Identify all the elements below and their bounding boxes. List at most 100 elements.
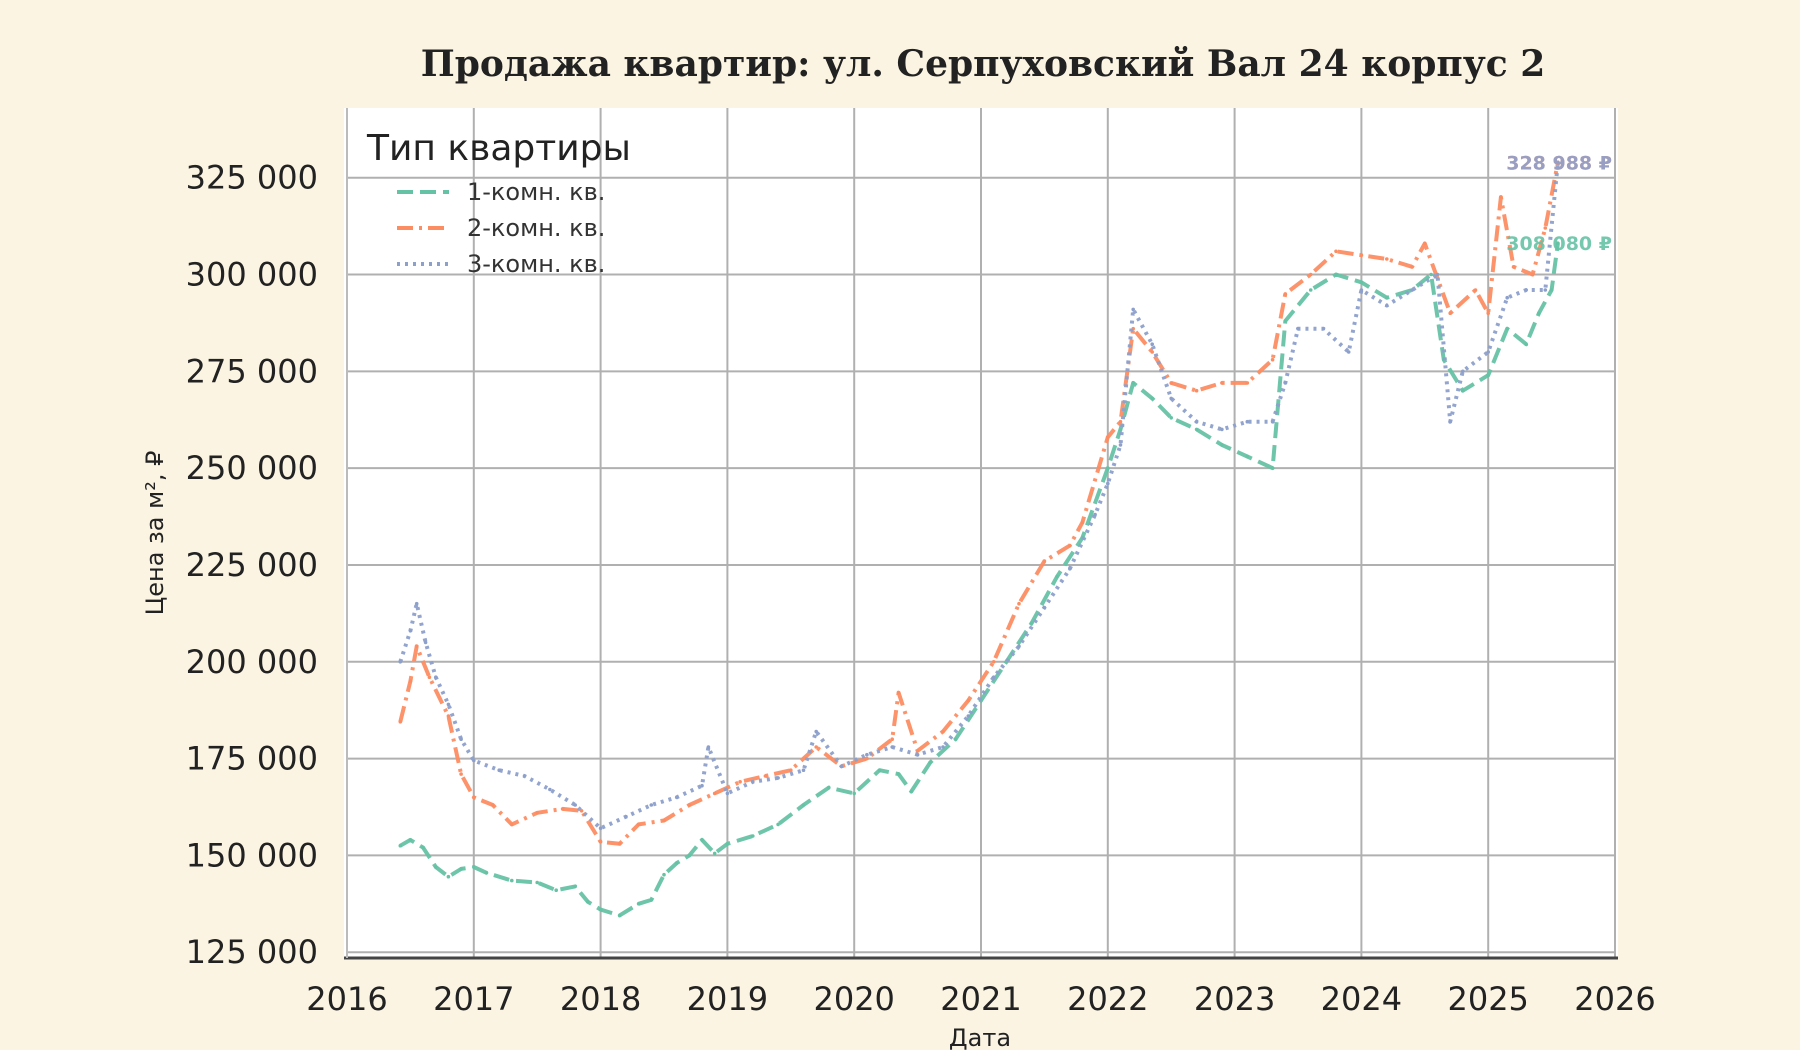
data-point bbox=[1118, 419, 1123, 424]
data-point bbox=[1270, 466, 1275, 470]
data-point bbox=[991, 660, 996, 664]
data-point bbox=[398, 843, 403, 848]
data-point bbox=[579, 809, 584, 813]
data-point bbox=[776, 776, 780, 780]
x-tick-label: 2019 bbox=[687, 980, 768, 1018]
data-point bbox=[1543, 226, 1548, 230]
data-point bbox=[1270, 357, 1275, 362]
series-end-label: 328 988 ₽ bbox=[1506, 152, 1612, 174]
data-point bbox=[1486, 373, 1490, 378]
data-point bbox=[510, 822, 514, 827]
data-point bbox=[852, 791, 856, 796]
data-point bbox=[1524, 342, 1528, 347]
data-point bbox=[1511, 265, 1516, 269]
data-point bbox=[1220, 427, 1224, 432]
data-point bbox=[1530, 272, 1535, 277]
data-point bbox=[1499, 195, 1503, 199]
legend: Тип квартиры 1-комн. кв. 2-комн. кв. 3-ком… bbox=[366, 128, 631, 278]
data-point bbox=[548, 787, 552, 792]
x-tick-label: 2017 bbox=[433, 980, 514, 1018]
data-point bbox=[1505, 326, 1509, 331]
data-point bbox=[1042, 559, 1047, 563]
series-2 bbox=[398, 160, 1560, 846]
data-point bbox=[408, 679, 413, 683]
x-tick-label: 2025 bbox=[1447, 980, 1528, 1018]
data-point bbox=[909, 789, 914, 794]
data-point bbox=[1245, 419, 1250, 424]
data-point bbox=[1055, 574, 1059, 579]
x-tick-label: 2023 bbox=[1194, 980, 1275, 1018]
data-point bbox=[1220, 381, 1224, 385]
data-point bbox=[1283, 292, 1288, 296]
data-point bbox=[459, 772, 463, 776]
data-point bbox=[1118, 443, 1123, 447]
data-point bbox=[446, 702, 451, 707]
legend-label: 1-комн. кв. bbox=[467, 178, 605, 206]
data-point bbox=[1283, 319, 1288, 323]
data-point bbox=[1334, 249, 1338, 254]
y-axis-label: Цена за м², ₽ bbox=[141, 451, 169, 616]
data-point bbox=[1118, 427, 1123, 432]
data-point bbox=[827, 785, 831, 790]
data-point bbox=[751, 834, 755, 838]
data-point bbox=[1270, 419, 1275, 424]
data-point bbox=[1486, 350, 1490, 354]
data-point bbox=[1150, 396, 1154, 401]
data-point bbox=[560, 807, 565, 811]
data-point bbox=[459, 737, 463, 741]
y-tick-label: 175 000 bbox=[186, 740, 318, 778]
data-point bbox=[423, 640, 428, 645]
data-point bbox=[427, 675, 432, 679]
data-point bbox=[1410, 265, 1414, 269]
data-point bbox=[1150, 350, 1154, 354]
x-tick-label: 2022 bbox=[1067, 980, 1148, 1018]
data-point bbox=[472, 795, 476, 800]
data-point bbox=[1283, 381, 1288, 385]
data-point bbox=[636, 902, 641, 906]
data-point bbox=[915, 749, 920, 753]
y-tick-label: 150 000 bbox=[186, 836, 318, 874]
data-point bbox=[446, 714, 451, 718]
data-point bbox=[598, 840, 603, 844]
data-point bbox=[966, 714, 971, 718]
data-point bbox=[535, 880, 539, 885]
data-point bbox=[1042, 605, 1047, 610]
data-point bbox=[408, 838, 413, 842]
data-point bbox=[751, 780, 755, 784]
data-point bbox=[1385, 295, 1389, 300]
series-line bbox=[398, 161, 1560, 846]
data-point bbox=[1359, 253, 1364, 257]
data-point bbox=[1106, 435, 1110, 440]
data-point bbox=[459, 867, 463, 871]
data-point bbox=[662, 818, 666, 823]
data-point bbox=[414, 601, 419, 606]
data-point bbox=[865, 752, 869, 757]
data-point bbox=[1068, 543, 1072, 548]
data-point bbox=[1461, 369, 1465, 374]
data-point bbox=[706, 745, 711, 749]
data-point bbox=[1410, 288, 1414, 292]
data-point bbox=[1321, 326, 1326, 331]
data-point bbox=[662, 872, 666, 877]
data-point bbox=[1194, 427, 1199, 432]
data-point bbox=[1194, 419, 1199, 424]
data-point bbox=[1017, 601, 1021, 606]
data-point bbox=[966, 698, 971, 703]
data-point bbox=[1106, 481, 1110, 486]
data-point bbox=[814, 729, 818, 734]
data-point bbox=[674, 861, 679, 865]
data-point bbox=[1556, 160, 1560, 165]
data-point bbox=[1194, 388, 1199, 393]
data-point bbox=[896, 772, 901, 776]
y-tick-labels: 125 000 150 000 175 000 200 000 225 000 250 0… bbox=[186, 159, 318, 971]
data-point bbox=[814, 745, 818, 749]
data-point bbox=[649, 898, 654, 902]
data-point bbox=[915, 752, 920, 757]
data-point bbox=[991, 675, 996, 679]
data-point bbox=[1017, 644, 1021, 649]
data-point bbox=[554, 888, 558, 892]
data-point bbox=[687, 803, 692, 807]
series-line bbox=[399, 242, 1560, 918]
data-point bbox=[1359, 280, 1364, 285]
